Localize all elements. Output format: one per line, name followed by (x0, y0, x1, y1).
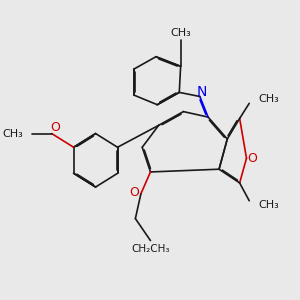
Text: N: N (197, 85, 207, 99)
Text: CH₃: CH₃ (2, 128, 23, 139)
Text: CH₃: CH₃ (259, 200, 280, 210)
Text: CH₂CH₃: CH₂CH₃ (131, 244, 170, 254)
Text: O: O (129, 186, 139, 199)
Text: O: O (50, 121, 60, 134)
Text: O: O (248, 152, 257, 165)
Text: CH₃: CH₃ (170, 28, 191, 38)
Text: CH₃: CH₃ (259, 94, 280, 104)
